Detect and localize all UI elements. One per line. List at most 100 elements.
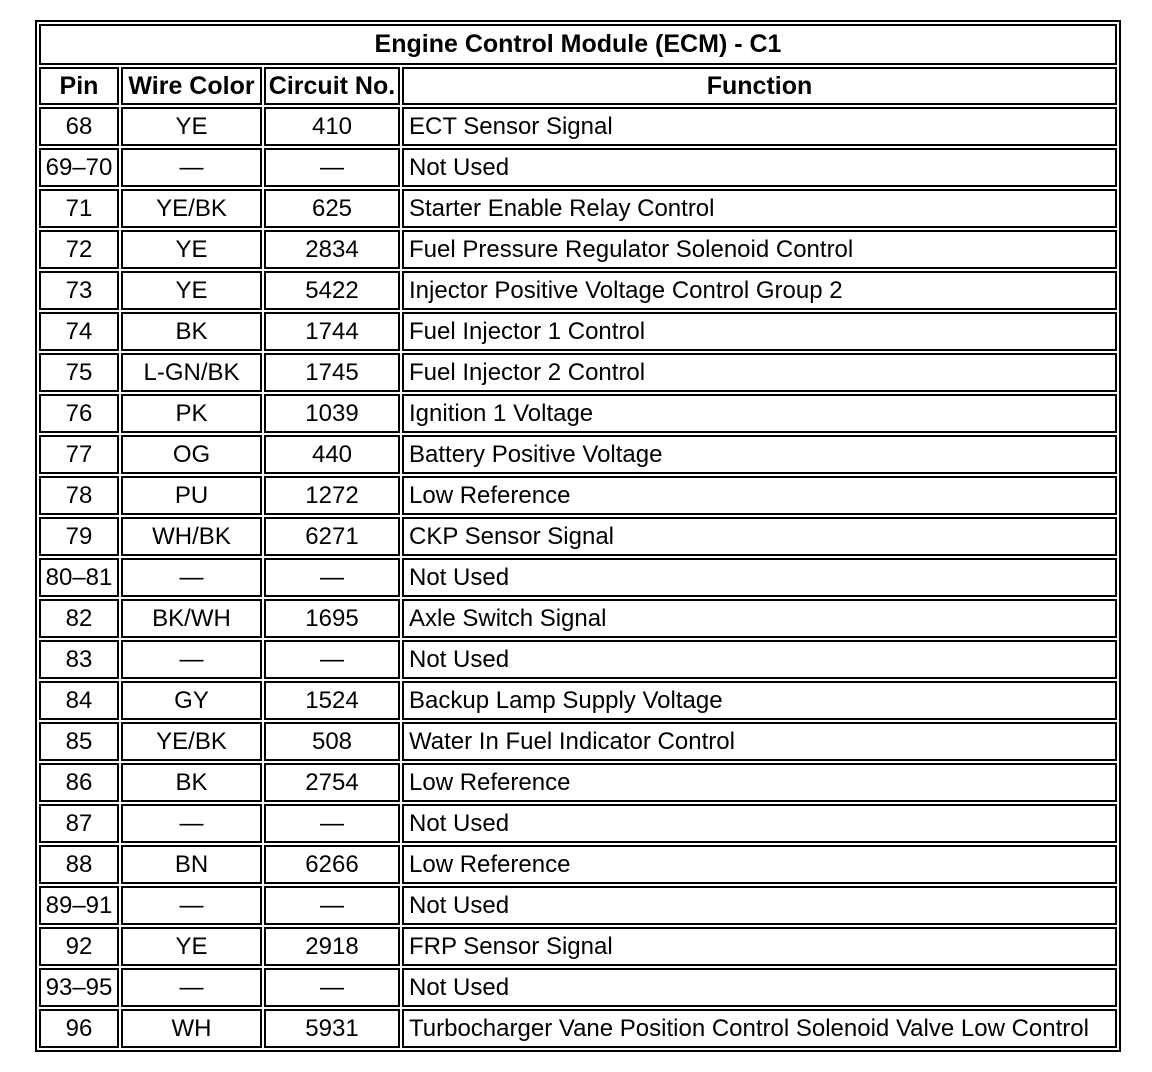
wire-color-cell: — <box>121 886 262 925</box>
circuit-no-cell: 508 <box>264 722 400 761</box>
table-row: 76 PK 1039 Ignition 1 Voltage <box>39 394 1117 433</box>
circuit-no-cell: 6266 <box>264 845 400 884</box>
wire-color-cell: — <box>121 558 262 597</box>
circuit-no-cell: — <box>264 886 400 925</box>
function-cell: Not Used <box>402 968 1117 1007</box>
circuit-no-cell: 1039 <box>264 394 400 433</box>
wire-color-cell: WH <box>121 1009 262 1048</box>
circuit-no-cell: — <box>264 804 400 843</box>
wire-color-cell: GY <box>121 681 262 720</box>
pin-cell: 85 <box>39 722 119 761</box>
wire-color-cell: YE/BK <box>121 722 262 761</box>
circuit-no-cell: 410 <box>264 107 400 146</box>
circuit-no-cell: 1745 <box>264 353 400 392</box>
table-row: 73 YE 5422 Injector Positive Voltage Con… <box>39 271 1117 310</box>
pin-cell: 88 <box>39 845 119 884</box>
circuit-no-cell: — <box>264 968 400 1007</box>
wire-color-cell: — <box>121 804 262 843</box>
table-row: 88 BN 6266 Low Reference <box>39 845 1117 884</box>
ecm-c1-pinout-table: Engine Control Module (ECM) - C1 Pin Wir… <box>35 20 1121 1052</box>
circuit-no-cell: 6271 <box>264 517 400 556</box>
wire-color-cell: — <box>121 968 262 1007</box>
function-cell: Not Used <box>402 148 1117 187</box>
table-row: 78 PU 1272 Low Reference <box>39 476 1117 515</box>
pin-cell: 69–70 <box>39 148 119 187</box>
function-cell: Axle Switch Signal <box>402 599 1117 638</box>
table-row: 75 L-GN/BK 1745 Fuel Injector 2 Control <box>39 353 1117 392</box>
wire-color-cell: BK <box>121 763 262 802</box>
wire-color-cell: YE/BK <box>121 189 262 228</box>
circuit-no-cell: 1695 <box>264 599 400 638</box>
pin-cell: 83 <box>39 640 119 679</box>
pin-cell: 75 <box>39 353 119 392</box>
wire-color-cell: YE <box>121 230 262 269</box>
function-cell: Not Used <box>402 640 1117 679</box>
table-row: 93–95 — — Not Used <box>39 968 1117 1007</box>
table-row: 77 OG 440 Battery Positive Voltage <box>39 435 1117 474</box>
table-row: 74 BK 1744 Fuel Injector 1 Control <box>39 312 1117 351</box>
table-row: 84 GY 1524 Backup Lamp Supply Voltage <box>39 681 1117 720</box>
pin-cell: 72 <box>39 230 119 269</box>
column-header-function: Function <box>402 67 1117 105</box>
circuit-no-cell: — <box>264 640 400 679</box>
table-row: 92 YE 2918 FRP Sensor Signal <box>39 927 1117 966</box>
function-cell: FRP Sensor Signal <box>402 927 1117 966</box>
wire-color-cell: BK/WH <box>121 599 262 638</box>
function-cell: Fuel Pressure Regulator Solenoid Control <box>402 230 1117 269</box>
circuit-no-cell: 625 <box>264 189 400 228</box>
table-row: 72 YE 2834 Fuel Pressure Regulator Solen… <box>39 230 1117 269</box>
title-row: Engine Control Module (ECM) - C1 <box>39 24 1117 65</box>
wire-color-cell: BN <box>121 845 262 884</box>
function-cell: Battery Positive Voltage <box>402 435 1117 474</box>
circuit-no-cell: 440 <box>264 435 400 474</box>
circuit-no-cell: — <box>264 148 400 187</box>
wire-color-cell: BK <box>121 312 262 351</box>
function-cell: Fuel Injector 1 Control <box>402 312 1117 351</box>
function-cell: Water In Fuel Indicator Control <box>402 722 1117 761</box>
pin-cell: 96 <box>39 1009 119 1048</box>
function-cell: Injector Positive Voltage Control Group … <box>402 271 1117 310</box>
table-row: 85 YE/BK 508 Water In Fuel Indicator Con… <box>39 722 1117 761</box>
pin-cell: 79 <box>39 517 119 556</box>
pin-cell: 73 <box>39 271 119 310</box>
table-row: 69–70 — — Not Used <box>39 148 1117 187</box>
circuit-no-cell: 1272 <box>264 476 400 515</box>
column-header-circuit-no: Circuit No. <box>264 67 400 105</box>
table-row: 68 YE 410 ECT Sensor Signal <box>39 107 1117 146</box>
wire-color-cell: PK <box>121 394 262 433</box>
function-cell: ECT Sensor Signal <box>402 107 1117 146</box>
table-title: Engine Control Module (ECM) - C1 <box>39 24 1117 65</box>
pin-cell: 86 <box>39 763 119 802</box>
pin-cell: 76 <box>39 394 119 433</box>
ecm-c1-pinout-table-container: Engine Control Module (ECM) - C1 Pin Wir… <box>35 20 1121 1052</box>
function-cell: Backup Lamp Supply Voltage <box>402 681 1117 720</box>
table-row: 83 — — Not Used <box>39 640 1117 679</box>
function-cell: CKP Sensor Signal <box>402 517 1117 556</box>
function-cell: Starter Enable Relay Control <box>402 189 1117 228</box>
header-row: Pin Wire Color Circuit No. Function <box>39 67 1117 105</box>
circuit-no-cell: — <box>264 558 400 597</box>
circuit-no-cell: 1524 <box>264 681 400 720</box>
pin-cell: 92 <box>39 927 119 966</box>
pin-cell: 80–81 <box>39 558 119 597</box>
pin-cell: 93–95 <box>39 968 119 1007</box>
circuit-no-cell: 2754 <box>264 763 400 802</box>
pin-cell: 89–91 <box>39 886 119 925</box>
table-row: 79 WH/BK 6271 CKP Sensor Signal <box>39 517 1117 556</box>
pin-cell: 74 <box>39 312 119 351</box>
circuit-no-cell: 5422 <box>264 271 400 310</box>
function-cell: Not Used <box>402 804 1117 843</box>
wire-color-cell: L-GN/BK <box>121 353 262 392</box>
pin-cell: 78 <box>39 476 119 515</box>
function-cell: Low Reference <box>402 476 1117 515</box>
wire-color-cell: YE <box>121 271 262 310</box>
table-row: 71 YE/BK 625 Starter Enable Relay Contro… <box>39 189 1117 228</box>
function-cell: Low Reference <box>402 763 1117 802</box>
table-row: 82 BK/WH 1695 Axle Switch Signal <box>39 599 1117 638</box>
wire-color-cell: — <box>121 640 262 679</box>
table-row: 80–81 — — Not Used <box>39 558 1117 597</box>
circuit-no-cell: 2834 <box>264 230 400 269</box>
pin-cell: 82 <box>39 599 119 638</box>
wire-color-cell: WH/BK <box>121 517 262 556</box>
circuit-no-cell: 1744 <box>264 312 400 351</box>
